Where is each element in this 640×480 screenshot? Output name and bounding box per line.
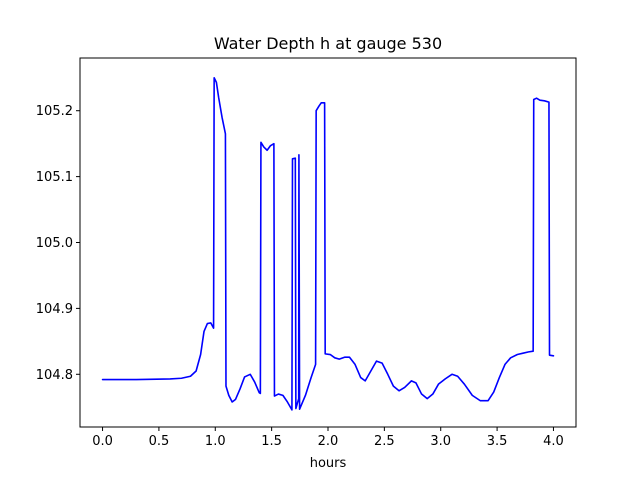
series-line-0 [101, 76, 555, 411]
y-axis: 104.8 104.9 105.0 105.1 105.2 [36, 104, 80, 383]
plot-area [101, 76, 555, 411]
x-tick-label: 1.0 [205, 434, 226, 449]
x-axis: 0.0 0.5 1.0 1.5 2.0 2.5 3.0 3.5 4.0 [92, 427, 564, 449]
chart-title: Water Depth h at gauge 530 [214, 34, 442, 53]
x-tick-label: 3.0 [430, 434, 451, 449]
y-tick-label: 105.0 [36, 236, 73, 251]
x-tick-label: 0.5 [149, 434, 170, 449]
x-tick-label: 1.5 [261, 434, 282, 449]
y-tick-label: 105.2 [36, 104, 73, 119]
y-tick-label: 104.8 [36, 368, 73, 383]
x-tick-label: 2.5 [374, 434, 395, 449]
y-tick-label: 105.1 [36, 170, 73, 185]
x-tick-label: 2.0 [318, 434, 339, 449]
x-tick-label: 3.5 [487, 434, 508, 449]
x-axis-label: hours [310, 456, 347, 471]
y-tick-label: 104.9 [36, 302, 73, 317]
x-tick-label: 0.0 [92, 434, 113, 449]
x-tick-label: 4.0 [543, 434, 564, 449]
